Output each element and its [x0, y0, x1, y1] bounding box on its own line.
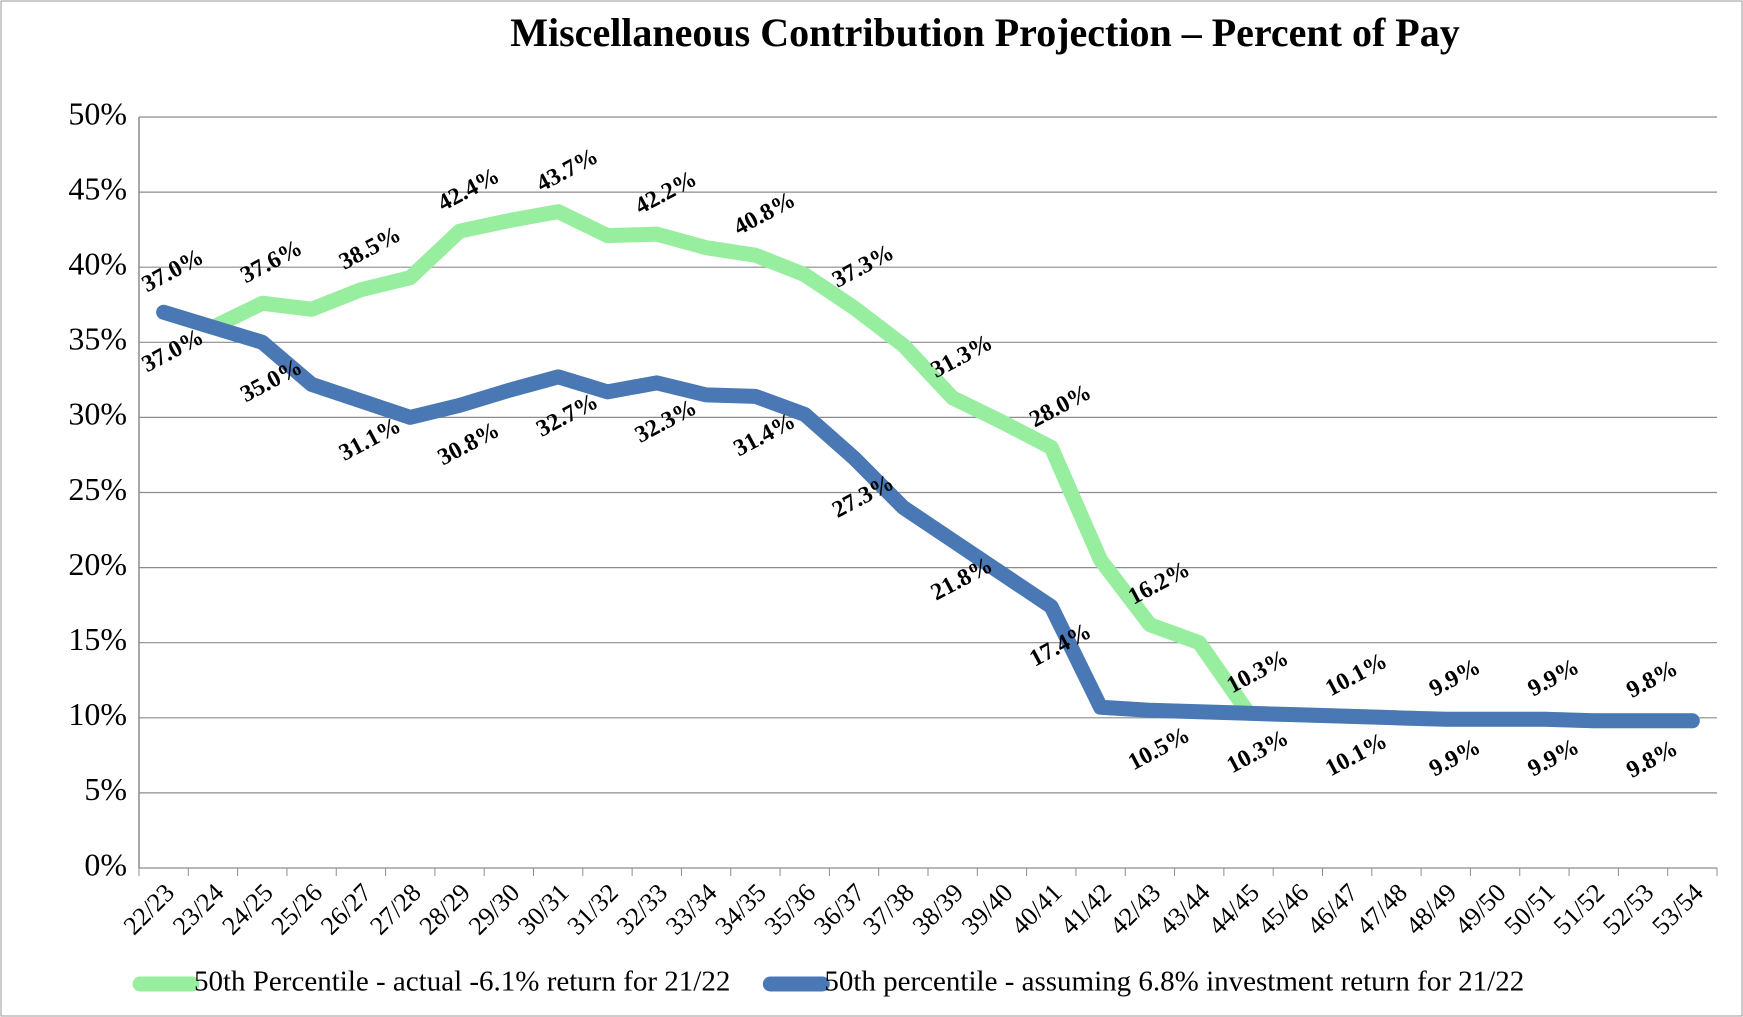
y-tick-label: 50%: [68, 95, 127, 131]
chart-title: Miscellaneous Contribution Projection – …: [510, 10, 1460, 55]
y-tick-label: 5%: [84, 771, 127, 807]
y-tick-label: 45%: [68, 170, 127, 206]
y-tick-label: 30%: [68, 396, 127, 432]
y-tick-label: 40%: [68, 246, 127, 282]
y-tick-label: 20%: [68, 546, 127, 582]
y-tick-label: 25%: [68, 471, 127, 507]
y-tick-label: 0%: [84, 846, 127, 882]
y-tick-label: 15%: [68, 621, 127, 657]
legend-label: 50th Percentile - actual -6.1% return fo…: [194, 966, 730, 998]
legend-label: 50th percentile - assuming 6.8% investme…: [824, 966, 1524, 998]
y-tick-label: 10%: [68, 696, 127, 732]
y-tick-label: 35%: [68, 321, 127, 357]
series-line: [156, 304, 1700, 729]
